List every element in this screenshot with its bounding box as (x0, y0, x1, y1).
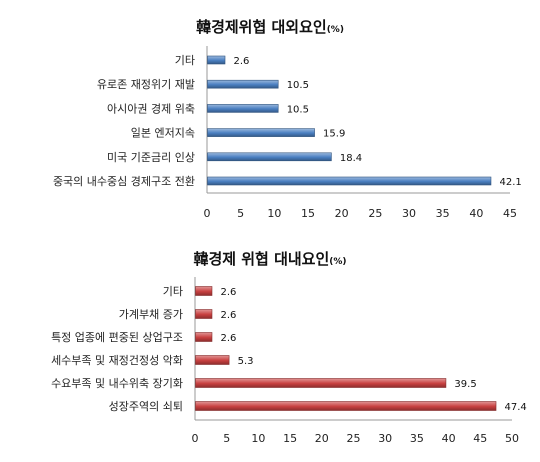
bar (195, 309, 213, 319)
data-label: 2.6 (220, 287, 236, 298)
title-text: 韓경제위협 대외요인 (196, 18, 327, 36)
chart-title-internal: 韓경제 위협 대내요인(%) (0, 248, 540, 269)
chart-title-external: 韓경제위협 대외요인(%) (0, 16, 540, 37)
x-tick-label: 5 (223, 432, 230, 445)
x-tick-label: 20 (335, 207, 349, 220)
x-tick-label: 25 (368, 207, 382, 220)
category-label: 미국 기준금리 인상 (107, 151, 195, 164)
data-label: 47.4 (505, 402, 527, 413)
bar (195, 401, 497, 411)
x-tick-label: 10 (267, 207, 281, 220)
category-label: 세수부족 및 재정건정성 악화 (51, 354, 183, 367)
category-label: 기타 (175, 54, 195, 67)
category-label: 일본 엔저지속 (131, 126, 195, 140)
bar (195, 286, 213, 296)
bar (195, 355, 230, 365)
external-factors-chart: 기타 2.6 유로존 재정위기 재발 10.5 아시아권 경제 위축 10.5 일본 엔저지… (53, 46, 522, 220)
data-label: 2.6 (220, 333, 236, 344)
x-tick-label: 10 (251, 432, 265, 445)
x-tick-label: 25 (347, 432, 361, 445)
category-label: 중국의 내수중심 경제구조 전환 (53, 175, 195, 188)
data-label: 18.4 (340, 153, 362, 164)
x-tick-label: 30 (402, 207, 416, 220)
x-tick-label: 35 (436, 207, 450, 220)
title-unit: (%) (326, 25, 344, 35)
data-label: 10.5 (287, 80, 309, 91)
category-label: 성장주역의 쇠퇴 (109, 400, 183, 413)
data-label: 15.9 (323, 129, 345, 140)
bar (207, 55, 226, 65)
x-tick-label: 20 (315, 432, 329, 445)
category-label: 특정 업종에 편중된 상업구조 (51, 331, 183, 344)
category-label: 유로존 재정위기 재발 (97, 78, 195, 91)
bar (207, 104, 279, 113)
data-label: 42.1 (499, 177, 521, 188)
category-label: 수요부족 및 내수위축 장기화 (51, 377, 183, 390)
x-tick-label: 0 (204, 207, 211, 220)
data-label: 2.6 (234, 56, 250, 67)
x-tick-label: 35 (410, 432, 424, 445)
bar (207, 176, 492, 186)
internal-factors-chart: 기타 2.6 가계부채 증가 2.6 특정 업종에 편중된 상업구조 2.6 세수부족 및 … (51, 277, 527, 445)
title-text: 韓경제 위협 대내요인 (193, 250, 330, 268)
x-tick-label: 40 (442, 432, 456, 445)
x-tick-label: 15 (301, 207, 315, 220)
title-unit: (%) (329, 257, 347, 267)
bar (195, 332, 213, 342)
x-tick-label: 40 (469, 207, 483, 220)
x-tick-label: 45 (473, 432, 487, 445)
data-label: 10.5 (287, 104, 309, 115)
data-label: 2.6 (220, 310, 236, 321)
data-label: 39.5 (454, 379, 476, 390)
bar (207, 79, 279, 89)
x-tick-label: 0 (192, 432, 199, 445)
x-tick-label: 5 (237, 207, 244, 220)
bar (207, 152, 332, 162)
x-tick-label: 30 (378, 432, 392, 445)
x-tick-label: 45 (503, 207, 517, 220)
x-tick-label: 50 (505, 432, 519, 445)
bar (207, 128, 315, 137)
data-label: 5.3 (238, 356, 254, 367)
category-label: 기타 (163, 285, 183, 298)
bar (195, 378, 447, 388)
category-label: 가계부채 증가 (119, 308, 183, 321)
category-label: 아시아권 경제 위축 (107, 102, 195, 115)
x-tick-label: 15 (283, 432, 297, 445)
